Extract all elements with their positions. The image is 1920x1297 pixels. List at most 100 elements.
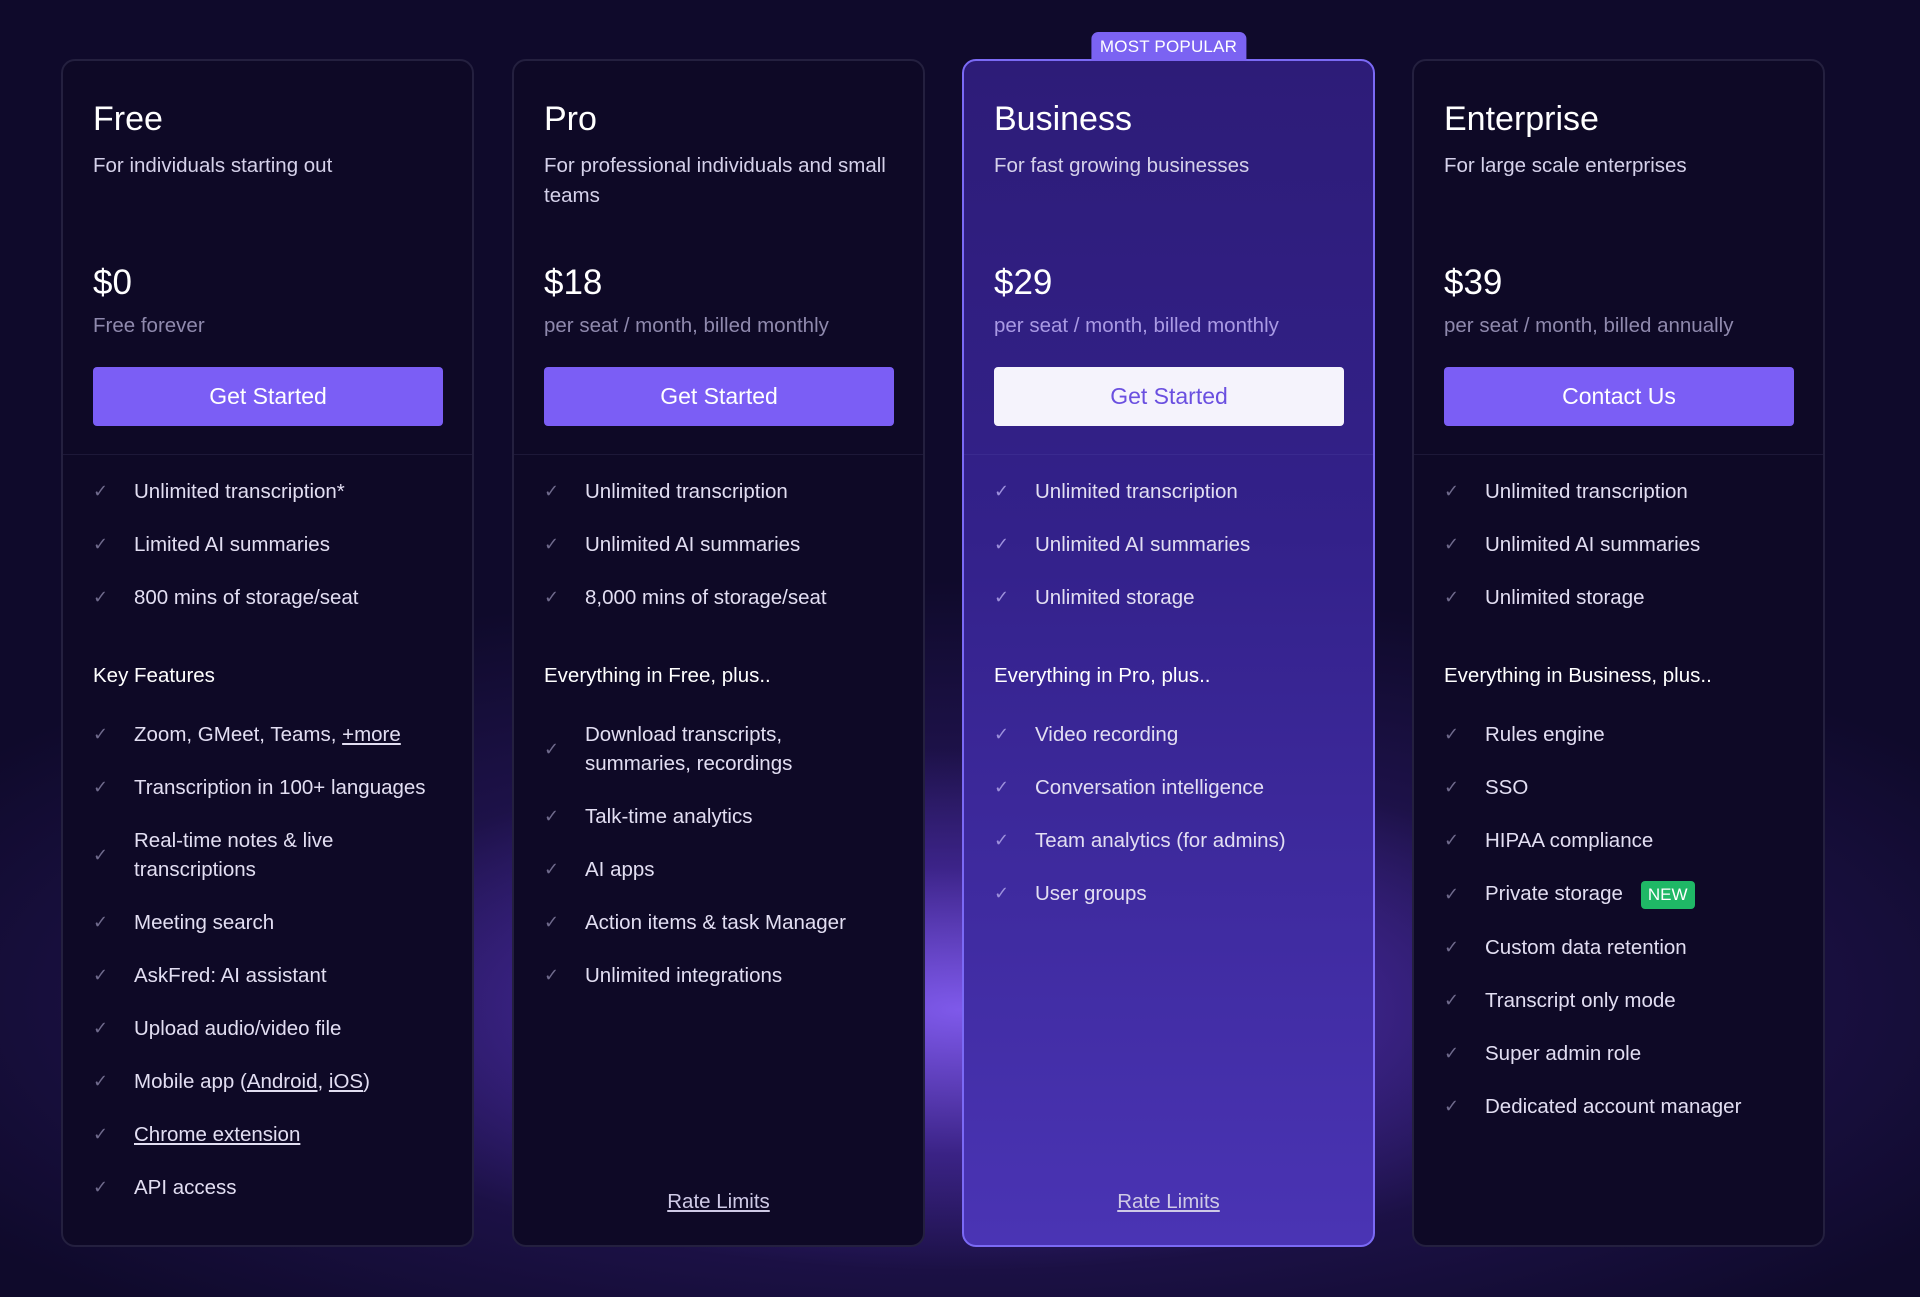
feature-item: ✓ AI apps — [544, 855, 893, 884]
feature-list: ✓ Unlimited transcription ✓ Unlimited AI su… — [1414, 455, 1823, 1121]
check-icon: ✓ — [1444, 830, 1460, 850]
feature-item: ✓ Unlimited AI summaries — [994, 530, 1343, 559]
check-icon: ✓ — [994, 587, 1010, 607]
feature-item: ✓ Unlimited transcription — [994, 477, 1343, 506]
feature-text-segment: HIPAA compliance — [1485, 829, 1654, 852]
feature-text-segment: Unlimited AI summaries — [1035, 533, 1251, 556]
feature-item: ✓ Unlimited transcription — [1444, 477, 1793, 506]
check-icon: ✓ — [544, 587, 560, 607]
feature-link[interactable]: +more — [342, 723, 401, 746]
feature-item: ✓ Upload audio/video file — [93, 1014, 442, 1043]
feature-text: User groups — [1035, 879, 1147, 908]
feature-text-segment: 8,000 mins of storage/seat — [585, 586, 827, 609]
feature-text: Talk-time analytics — [585, 802, 752, 831]
check-icon: ✓ — [1444, 587, 1460, 607]
feature-item: ✓ Dedicated account manager — [1444, 1092, 1793, 1121]
feature-text: API access — [134, 1173, 237, 1202]
plan-price: $39 — [1444, 263, 1503, 302]
rate-limits-link[interactable]: Rate Limits — [1117, 1190, 1220, 1213]
feature-text-segment: Unlimited transcription — [1035, 480, 1238, 503]
feature-text: Download transcripts, summaries, recordi… — [585, 720, 893, 778]
plan-header: Business For fast growing businesses $29 pe… — [964, 61, 1373, 455]
feature-item: ✓ Unlimited transcription — [544, 477, 893, 506]
feature-text-segment: API access — [134, 1176, 237, 1199]
feature-text: Unlimited transcription* — [134, 477, 345, 506]
check-icon: ✓ — [93, 481, 109, 501]
plan-card-enterprise: Enterprise For large scale enterprises $39… — [1412, 59, 1825, 1247]
check-icon: ✓ — [93, 912, 109, 932]
check-icon: ✓ — [1444, 990, 1460, 1010]
feature-text-segment: Transcript only mode — [1485, 989, 1676, 1012]
features-section-heading: Everything in Business, plus.. — [1444, 664, 1712, 687]
feature-text-segment: Mobile app ( — [134, 1070, 247, 1093]
contact-us-button[interactable]: Contact Us — [1444, 367, 1794, 426]
rate-limits-link[interactable]: Rate Limits — [667, 1190, 770, 1213]
feature-item: ✓ 800 mins of storage/seat — [93, 583, 442, 612]
feature-text-segment: Upload audio/video file — [134, 1017, 342, 1040]
check-icon: ✓ — [1444, 937, 1460, 957]
check-icon: ✓ — [93, 965, 109, 985]
feature-item: ✓ Zoom, GMeet, Teams, +more — [93, 720, 442, 749]
feature-text-segment: , — [317, 1070, 329, 1093]
get-started-button[interactable]: Get Started — [93, 367, 443, 426]
plan-header: Free For individuals starting out $0 Free f… — [63, 61, 472, 455]
feature-list: ✓ Unlimited transcription* ✓ Limited AI sum… — [63, 455, 472, 1202]
plan-card-pro: Pro For professional individuals and smal… — [512, 59, 925, 1247]
feature-text: Custom data retention — [1485, 933, 1687, 962]
feature-text-segment: SSO — [1485, 776, 1529, 799]
feature-link[interactable]: Android — [246, 1070, 318, 1093]
feature-item: ✓ SSO — [1444, 773, 1793, 802]
plan-name: Business — [994, 100, 1132, 138]
feature-item: ✓ Download transcripts, summaries, record… — [544, 720, 893, 778]
check-icon: ✓ — [544, 912, 560, 932]
check-icon: ✓ — [1444, 883, 1460, 904]
plan-price: $29 — [994, 263, 1053, 302]
feature-text: Super admin role — [1485, 1039, 1641, 1068]
feature-text-segment: Private storage — [1485, 882, 1623, 905]
plan-description: For professional individuals and small t… — [544, 154, 886, 207]
check-icon: ✓ — [93, 587, 109, 607]
price-note: per seat / month, billed monthly — [994, 314, 1279, 337]
feature-text-segment: Team analytics (for admins) — [1035, 829, 1286, 852]
feature-text: AskFred: AI assistant — [134, 961, 327, 990]
feature-text-segment: Limited AI summaries — [134, 533, 330, 556]
check-icon: ✓ — [93, 1124, 109, 1144]
plan-name: Pro — [544, 100, 597, 138]
plan-name: Free — [93, 100, 163, 138]
check-icon: ✓ — [994, 481, 1010, 501]
plan-description: For individuals starting out — [93, 154, 333, 177]
get-started-button[interactable]: Get Started — [544, 367, 894, 426]
feature-text-segment: Super admin role — [1485, 1042, 1642, 1065]
check-icon: ✓ — [994, 724, 1010, 744]
plan-description: For fast growing businesses — [994, 154, 1250, 177]
get-started-button[interactable]: Get Started — [994, 367, 1344, 426]
feature-item: ✓ Transcription in 100+ languages — [93, 773, 442, 802]
feature-text: Mobile app (Android, iOS) — [134, 1067, 370, 1096]
feature-item: ✓ Rules engine — [1444, 720, 1793, 749]
feature-item: ✓ Video recording — [994, 720, 1343, 749]
price-note: Free forever — [93, 314, 205, 337]
feature-text-segment: Unlimited AI summaries — [1485, 533, 1701, 556]
feature-text-segment: Unlimited transcription — [1485, 480, 1688, 503]
feature-item: ✓ Talk-time analytics — [544, 802, 893, 831]
feature-text: Zoom, GMeet, Teams, +more — [134, 720, 401, 749]
feature-text-segment: Download transcripts, summaries, recordi… — [585, 723, 793, 775]
feature-item: ✓ Action items & task Manager — [544, 908, 893, 937]
feature-text-segment: Unlimited AI summaries — [585, 533, 801, 556]
feature-link[interactable]: Chrome extension — [134, 1123, 301, 1146]
plan-header: Pro For professional individuals and smal… — [514, 61, 923, 455]
feature-text: Unlimited AI summaries — [1485, 530, 1700, 559]
features-section-heading: Everything in Pro, plus.. — [994, 664, 1211, 687]
check-icon: ✓ — [93, 1071, 109, 1091]
check-icon: ✓ — [1444, 777, 1460, 797]
feature-text: Unlimited AI summaries — [585, 530, 800, 559]
feature-list: ✓ Unlimited transcription ✓ Unlimited AI su… — [514, 455, 923, 990]
feature-text: Conversation intelligence — [1035, 773, 1264, 802]
plan-price: $0 — [93, 263, 132, 302]
feature-link[interactable]: iOS — [328, 1070, 364, 1093]
check-icon: ✓ — [544, 534, 560, 554]
feature-text-segment: Unlimited storage — [1035, 586, 1195, 609]
check-icon: ✓ — [93, 724, 109, 744]
feature-text: Limited AI summaries — [134, 530, 330, 559]
feature-text-segment: Unlimited storage — [1485, 586, 1645, 609]
